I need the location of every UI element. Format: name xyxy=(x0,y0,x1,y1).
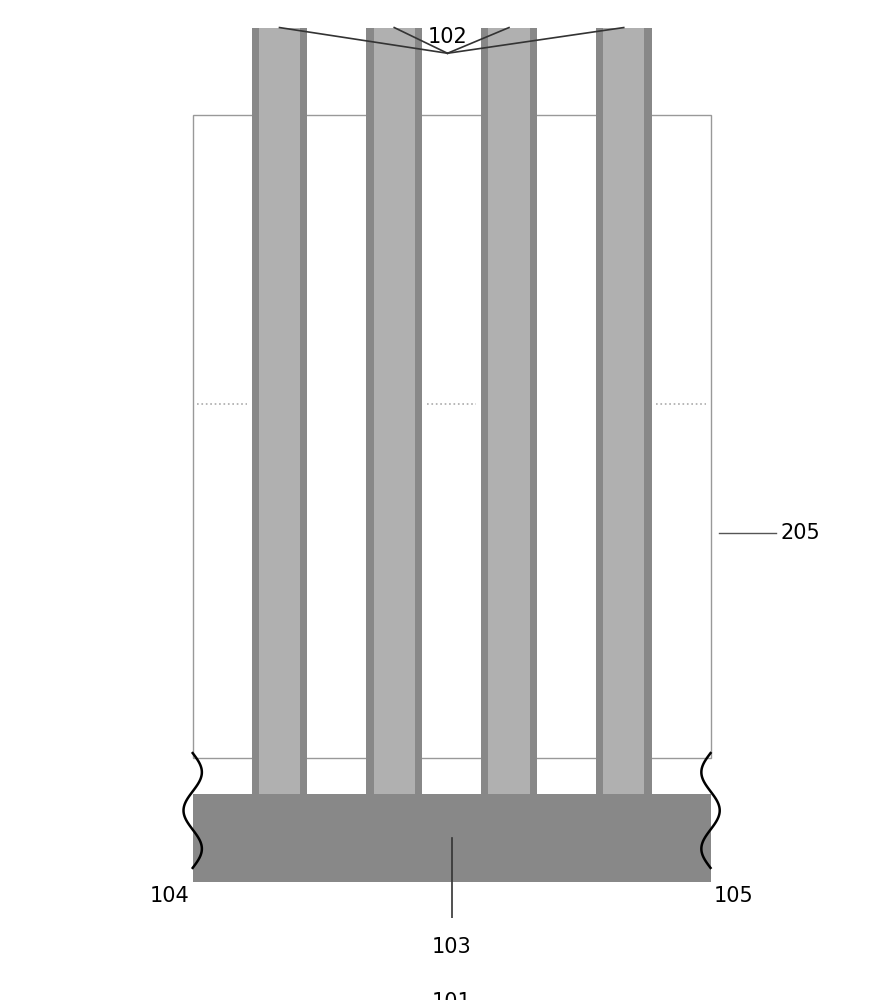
Text: 103: 103 xyxy=(431,937,471,957)
Bar xyxy=(192,115,710,758)
Text: 102: 102 xyxy=(427,27,467,47)
Bar xyxy=(251,28,258,794)
Text: 205: 205 xyxy=(780,523,820,543)
Bar xyxy=(595,28,603,794)
Bar xyxy=(251,28,308,794)
Bar xyxy=(366,28,422,794)
Text: 105: 105 xyxy=(713,886,753,906)
Bar xyxy=(480,28,488,794)
Text: 104: 104 xyxy=(149,886,190,906)
Bar xyxy=(415,28,422,794)
Bar xyxy=(192,794,710,882)
Bar xyxy=(480,28,536,794)
Bar xyxy=(529,28,536,794)
Text: 101: 101 xyxy=(431,992,471,1000)
Bar xyxy=(595,28,651,794)
Bar xyxy=(644,28,651,794)
Bar xyxy=(366,28,373,794)
Bar xyxy=(299,28,308,794)
